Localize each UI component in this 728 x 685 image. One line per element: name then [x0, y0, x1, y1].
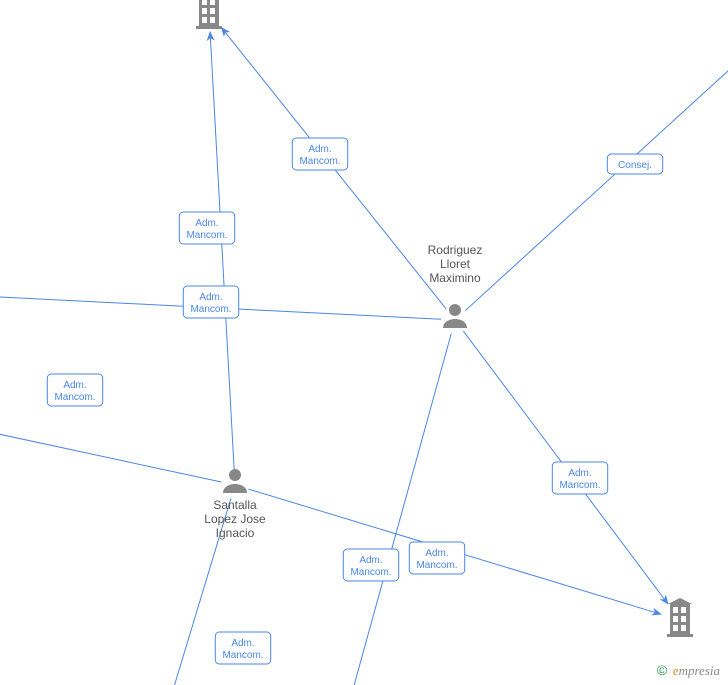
person-icon — [223, 469, 247, 493]
edge-label-text: Mancom. — [186, 230, 227, 241]
node-label: Lloret — [440, 257, 471, 271]
edge-label-text: Consej. — [618, 160, 652, 171]
node-label: Rodriguez — [428, 243, 483, 257]
node-label: Maximino — [429, 271, 481, 285]
edge-label-text: Mancom. — [54, 392, 95, 403]
edge-label-text: Adm. — [568, 468, 591, 479]
node-label: Lopez Jose — [204, 512, 266, 526]
copyright-label: © empresia — [657, 662, 720, 679]
brand-rest: mpresia — [679, 663, 720, 678]
edge-label-text: Mancom. — [559, 480, 600, 491]
edge-label-text: Adm. — [308, 144, 331, 155]
edge-line — [350, 333, 451, 685]
edge-label-text: Adm. — [359, 555, 382, 566]
edge-label-text: Adm. — [199, 292, 222, 303]
building-icon — [196, 0, 222, 29]
person-icon — [443, 304, 467, 328]
edge-label-text: Mancom. — [350, 567, 391, 578]
edge-label-text: Adm. — [231, 638, 254, 649]
edge-line — [0, 430, 221, 482]
building-icon — [667, 598, 693, 637]
node-label: Santalla — [213, 498, 257, 512]
copyright-symbol: © — [657, 662, 667, 678]
edge-label-text: Adm. — [63, 380, 86, 391]
node-label: Ignacio — [216, 526, 255, 540]
edge-label-text: Mancom. — [416, 560, 457, 571]
edge-label-text: Adm. — [425, 548, 448, 559]
edge-line — [465, 60, 728, 311]
network-diagram: RodriguezLloretMaximino SantallaLopez Jos… — [0, 0, 728, 685]
edge-label-text: Mancom. — [190, 304, 231, 315]
edge-label-text: Adm. — [195, 218, 218, 229]
edge-line — [210, 32, 234, 471]
edge-label-text: Mancom. — [222, 650, 263, 661]
edge-label-text: Mancom. — [299, 156, 340, 167]
